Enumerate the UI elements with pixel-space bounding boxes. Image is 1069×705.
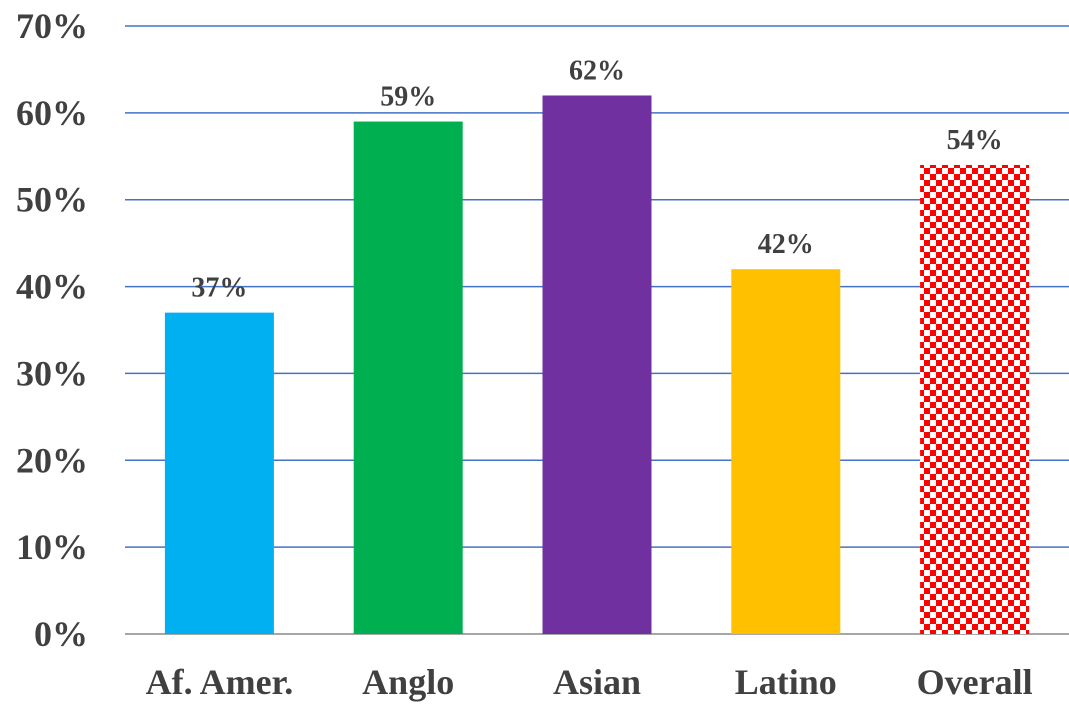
data-label: 54% — [947, 125, 1003, 156]
y-tick-label: 70% — [16, 6, 88, 46]
bar-overall — [920, 164, 1030, 634]
bar-anglo — [353, 121, 463, 635]
category-label: Asian — [553, 662, 641, 702]
y-tick-label: 10% — [16, 527, 88, 567]
data-label: 37% — [191, 273, 247, 304]
y-axis-tick-labels: 0% 10% 20% 30% 40% 50% 60% 70% — [16, 6, 88, 654]
y-tick-label: 40% — [16, 267, 88, 307]
category-label: Anglo — [362, 662, 454, 702]
bars — [164, 95, 1030, 635]
data-label: 42% — [758, 229, 814, 260]
x-axis-category-labels: Af. Amer. Anglo Asian Latino Overall — [146, 662, 1033, 702]
category-label: Overall — [917, 662, 1033, 702]
category-label: Latino — [735, 662, 837, 702]
data-labels: 37% 59% 62% 42% 54% — [191, 55, 1002, 303]
y-tick-label: 0% — [34, 614, 88, 654]
category-label: Af. Amer. — [146, 662, 294, 702]
data-label: 59% — [380, 82, 436, 113]
y-tick-label: 60% — [16, 93, 88, 133]
bar-af-amer — [164, 312, 274, 634]
bar-latino — [731, 269, 841, 634]
bar-asian — [542, 95, 652, 634]
data-label: 62% — [569, 55, 625, 86]
y-tick-label: 30% — [16, 353, 88, 393]
y-tick-label: 50% — [16, 180, 88, 220]
y-tick-label: 20% — [16, 440, 88, 480]
